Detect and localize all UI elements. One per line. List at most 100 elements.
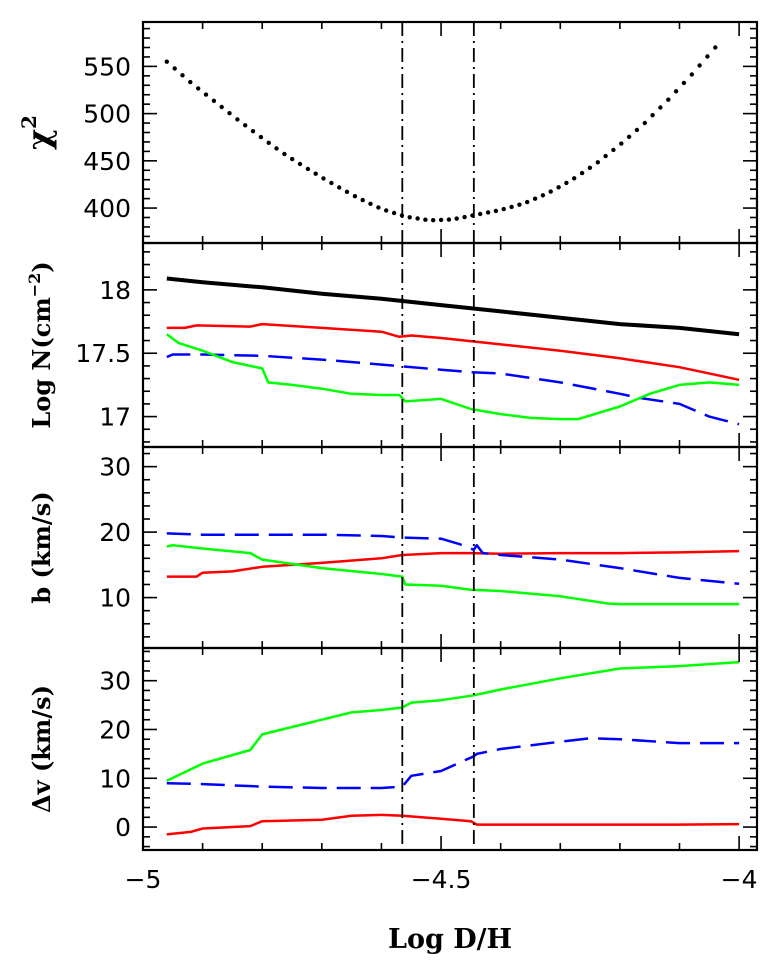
panel-4-ytick-label: 10 <box>99 764 131 793</box>
panel-1-series-black-point <box>525 199 530 205</box>
panel-1-series-black-point <box>431 218 436 223</box>
panel-1-series-black-point <box>540 193 546 198</box>
panel-3: 10 20 30 b (km/s) <box>27 445 759 650</box>
panel-1-series-black-point <box>673 89 679 94</box>
panel-1-series-black-point <box>196 86 201 91</box>
panel-1-series-black-point <box>572 176 577 181</box>
panel-1-series-black-point <box>493 208 499 214</box>
panel-1-y-axis-title: χ2 <box>17 115 58 150</box>
panel-1-series-black-point <box>532 196 538 201</box>
plot-area: 400 450 500 550 χ2 17 17.5 18 Log N(cm−2) 10 20 30 b… <box>17 20 759 894</box>
panel-1-series-black-point <box>564 180 569 186</box>
panel-1-series-black-point <box>274 146 279 151</box>
panel-1-series-black-point <box>595 160 600 165</box>
panel-1-series-black-point <box>626 134 632 139</box>
panel-4-series-red <box>166 813 740 836</box>
panel-1-series-black-point <box>446 217 452 222</box>
panel-1-series-black-point <box>203 92 209 97</box>
panel-1-ytick-label: 550 <box>83 52 131 81</box>
panel-1-series-black-point <box>689 72 694 77</box>
panel-1-series-black-point <box>266 140 271 145</box>
panel-3-series-green <box>166 543 740 606</box>
panel-1-series-black-point <box>368 201 373 206</box>
panel-1-series-black-point <box>219 104 224 110</box>
panel-1-series-black-point <box>603 153 608 159</box>
panel-1-series-black-point <box>344 189 350 194</box>
panel-1-series-black-point <box>666 97 671 102</box>
panel-1-series-black-point <box>313 171 318 176</box>
panel-2-series-black <box>166 276 740 337</box>
panel-1-series-black-point <box>713 45 718 50</box>
panel-4-y-axis-title: Δv (km/s) <box>27 685 56 813</box>
panel-1-series-black-point <box>454 216 459 221</box>
panel-3-frame <box>141 445 759 650</box>
panel-1-frame <box>141 20 759 245</box>
panel-1-series-black-point <box>619 141 624 146</box>
panel-1-series-black-point <box>376 205 381 210</box>
panel-4-ytick-label: 30 <box>99 667 131 696</box>
panel-1-series-black-point <box>415 216 420 221</box>
x-tick-label: −4.5 <box>411 865 472 894</box>
panel-4-series-green <box>166 660 740 782</box>
panel-1-series-black-point <box>579 170 585 176</box>
panel-1-series-black-point <box>587 165 593 170</box>
panel-3-y-axis-title: b (km/s) <box>27 491 56 603</box>
panel-2-ytick-label: 18 <box>99 276 131 305</box>
x-tick-label: −5 <box>125 865 162 894</box>
panel-1-series-black-point <box>634 127 640 133</box>
panel-1-series-black-point <box>352 194 358 199</box>
panel-1-ytick-label: 450 <box>83 147 131 176</box>
panel-1-series-black-point <box>282 151 287 157</box>
panel-1-series-black-point <box>407 215 412 220</box>
panel-1-series-black-point <box>243 123 248 128</box>
panel-1-series-black-point <box>227 111 232 116</box>
panel-1-series-black-point <box>423 217 428 222</box>
x-tick-label: −4 <box>721 865 758 894</box>
panel-1-series-black-point <box>172 66 177 71</box>
panel-1-series-black-point <box>290 156 295 162</box>
panel-4: 0 10 20 30 Δv (km/s) <box>27 646 759 852</box>
panel-1-series-black-point <box>235 117 240 122</box>
panel-1-series-black-point <box>180 73 185 78</box>
panel-1: 400 450 500 550 χ2 <box>17 20 759 245</box>
panel-1-series-black-point <box>509 204 514 210</box>
panel-1-series-black-point <box>337 185 342 190</box>
panel-3-ytick-label: 30 <box>99 453 131 482</box>
panel-1-series-black-point <box>329 180 334 186</box>
panel-2-series-red <box>166 322 740 382</box>
panel-1-series-black-point <box>438 217 444 223</box>
panel-1-series-black-point <box>517 202 522 207</box>
panel-1-series-black-point <box>297 161 303 167</box>
panel-1-series-black-point <box>556 185 561 190</box>
panel-3-series-blue <box>166 532 740 586</box>
panel-1-series-black-point <box>611 147 616 153</box>
panel-1-series-black-point <box>250 129 256 134</box>
panel-1-series-black-point <box>321 176 326 181</box>
panel-1-series-black-point <box>360 197 365 203</box>
x-axis-title: Log D/H <box>388 924 512 955</box>
panel-1-series-black-point <box>391 210 397 216</box>
panel-2-frame <box>141 241 759 449</box>
panel-1-series-black-point <box>305 166 311 172</box>
panel-1-series-black-point <box>188 79 193 85</box>
panel-1-series-black-point <box>485 210 491 215</box>
panel-1-series-black-point <box>462 214 467 220</box>
panel-3-ytick-label: 20 <box>99 518 131 547</box>
panel-1-series-black-point <box>697 63 702 68</box>
panel-1-series-black-point <box>658 105 663 110</box>
panel-4-ytick-label: 20 <box>99 715 131 744</box>
panel-1-series-black-point <box>705 54 710 59</box>
panel-1-series-black-point <box>642 120 647 126</box>
panel-1-series-black-point <box>211 98 217 104</box>
panel-2-series-green <box>166 333 740 421</box>
panel-1-ytick-label: 500 <box>83 100 131 129</box>
panel-2-ytick-label: 17.5 <box>75 339 131 368</box>
panel-2: 17 17.5 18 Log N(cm−2) <box>25 241 759 449</box>
panel-1-series-black-point <box>478 211 483 217</box>
panel-1-series-black-point <box>164 59 169 64</box>
panel-1-series-black-point <box>548 189 553 194</box>
panel-3-ytick-label: 10 <box>99 584 131 613</box>
panel-4-series-blue <box>166 737 740 790</box>
panel-1-series-black-point <box>258 134 264 140</box>
